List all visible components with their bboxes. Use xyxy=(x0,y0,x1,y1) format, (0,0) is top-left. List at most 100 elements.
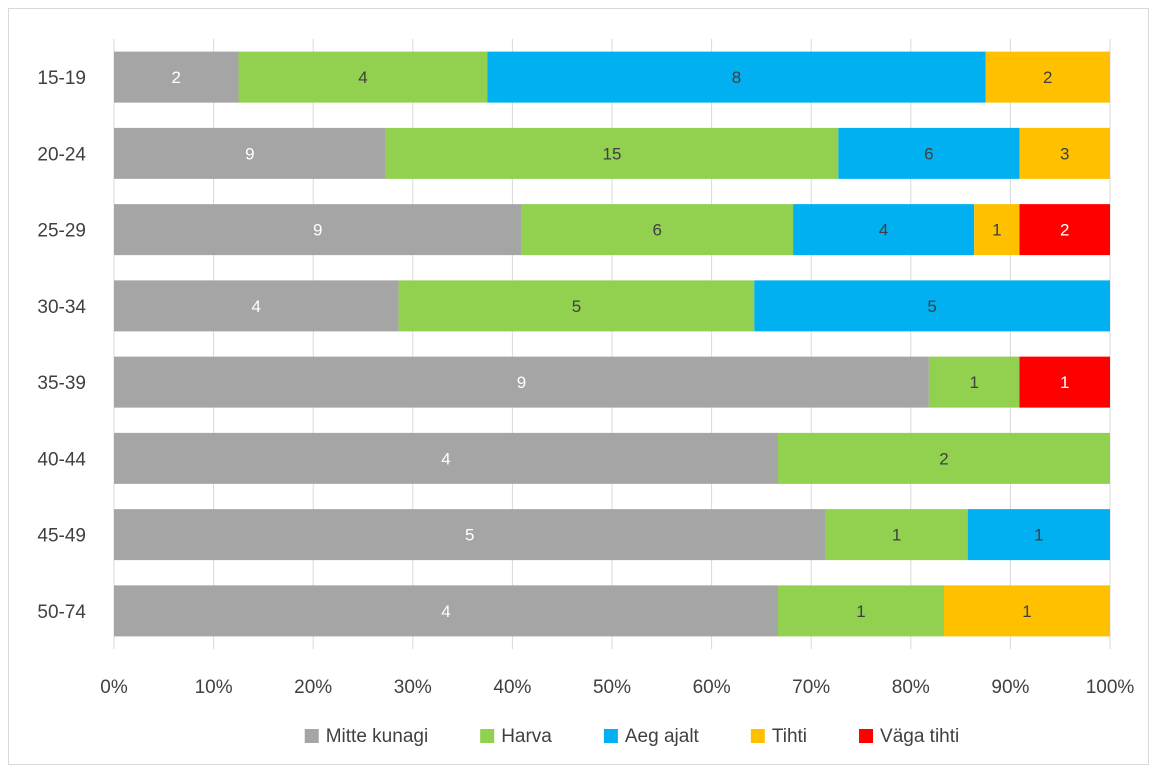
bar-segment xyxy=(1019,356,1110,408)
bar-segment xyxy=(114,280,399,332)
bar-segment xyxy=(385,127,839,179)
data-label: 8 xyxy=(732,68,741,87)
data-label: 5 xyxy=(572,297,581,316)
data-label: 4 xyxy=(441,602,450,621)
bar-row: 9 15 6 3 xyxy=(114,127,1110,179)
bar-row: 5 1 1 xyxy=(114,509,1110,561)
bar-segment xyxy=(944,585,1110,637)
legend-swatch xyxy=(750,729,765,743)
data-label: 2 xyxy=(1043,68,1052,87)
bar-segment xyxy=(114,432,778,484)
category-label: 25-29 xyxy=(37,221,86,242)
bar-segment xyxy=(967,509,1110,561)
data-label: 9 xyxy=(313,221,322,240)
bars: 2 4 8 29 15 6 39 6 4 1 24 5 59 1 14 25 1 14 1 1 xyxy=(114,51,1110,637)
x-tick-label: 20% xyxy=(294,677,332,698)
data-label: 1 xyxy=(1060,373,1069,392)
data-label: 1 xyxy=(1034,526,1043,545)
category-label: 20-24 xyxy=(37,144,86,165)
category-label: 35-39 xyxy=(37,373,86,394)
data-label: 4 xyxy=(441,449,450,468)
bar-segment xyxy=(1019,204,1110,256)
legend-label: Tihti xyxy=(772,726,807,747)
category-label: 40-44 xyxy=(37,449,86,470)
legend-item: Väga tihti xyxy=(859,726,959,747)
bar-segment xyxy=(985,51,1110,103)
bar-segment xyxy=(1019,127,1110,179)
data-label: 1 xyxy=(892,526,901,545)
legend-item: Mitte kunagi xyxy=(304,726,428,747)
data-label: 3 xyxy=(1060,144,1069,163)
bar-segment xyxy=(974,204,1020,256)
data-label: 6 xyxy=(653,221,662,240)
bar-segment xyxy=(114,585,778,637)
x-tick-label: 30% xyxy=(394,677,432,698)
legend: Mitte kunagi Harva Aeg ajalt Tihti Väga tiht… xyxy=(304,726,959,747)
bar-row: 2 4 8 2 xyxy=(114,51,1110,103)
x-tick-label: 100% xyxy=(1086,677,1135,698)
legend-swatch xyxy=(304,729,319,743)
data-label: 4 xyxy=(252,297,261,316)
legend-label: Aeg ajalt xyxy=(625,726,700,747)
x-tick-label: 80% xyxy=(892,677,930,698)
data-label: 15 xyxy=(603,144,622,163)
bar-segment xyxy=(114,127,386,179)
bar-row: 4 1 1 xyxy=(114,585,1110,637)
bar-segment xyxy=(398,280,755,332)
bar-row: 9 6 4 1 2 xyxy=(114,204,1110,256)
data-label: 6 xyxy=(924,144,933,163)
data-label: 1 xyxy=(1022,602,1031,621)
bar-segment xyxy=(778,432,1110,484)
data-label: 2 xyxy=(172,68,181,87)
bar-row: 4 5 5 xyxy=(114,280,1110,332)
data-label: 1 xyxy=(856,602,865,621)
legend-swatch xyxy=(859,729,874,743)
x-tick-label: 0% xyxy=(100,677,128,698)
data-label: 9 xyxy=(517,373,526,392)
x-tick-labels: 0% 10% 20% 30% 40% 50% 60% 70% 80% 90% 100% xyxy=(100,677,1134,698)
data-label: 1 xyxy=(992,221,1001,240)
bar-segment xyxy=(114,356,929,408)
legend-label: Harva xyxy=(501,726,552,747)
data-label: 1 xyxy=(969,373,978,392)
legend-label: Väga tihti xyxy=(880,726,959,747)
data-label: 5 xyxy=(465,526,474,545)
bar-segment xyxy=(838,127,1020,179)
category-labels: 15-19 20-24 25-29 30-34 35-39 40-44 45-49 50-74 xyxy=(37,68,86,623)
x-tick-label: 50% xyxy=(593,677,631,698)
legend-label: Mitte kunagi xyxy=(326,726,428,747)
bar-segment xyxy=(928,356,1020,408)
bar-segment xyxy=(114,204,522,256)
legend-item: Tihti xyxy=(750,726,807,747)
bar-segment xyxy=(487,51,986,103)
legend-item: Aeg ajalt xyxy=(603,726,700,747)
legend-item: Harva xyxy=(480,726,552,747)
data-label: 4 xyxy=(879,221,888,240)
category-label: 50-74 xyxy=(37,602,86,623)
x-tick-label: 10% xyxy=(195,677,233,698)
x-tick-label: 40% xyxy=(493,677,531,698)
bar-segment xyxy=(114,51,239,103)
bar-segment xyxy=(825,509,968,561)
data-label: 2 xyxy=(1060,221,1069,240)
bar-row: 9 1 1 xyxy=(114,356,1110,408)
data-label: 2 xyxy=(939,449,948,468)
legend-swatch xyxy=(480,729,495,743)
category-label: 15-19 xyxy=(37,68,86,89)
x-tick-label: 90% xyxy=(991,677,1029,698)
x-tick-label: 70% xyxy=(792,677,830,698)
bar-segment xyxy=(114,509,826,561)
data-label: 4 xyxy=(358,68,367,87)
data-label: 9 xyxy=(245,144,254,163)
category-label: 45-49 xyxy=(37,526,86,547)
bar-segment xyxy=(521,204,794,256)
bar-segment xyxy=(754,280,1110,332)
bar-segment xyxy=(793,204,975,256)
data-label: 5 xyxy=(927,297,936,316)
x-tick-label: 60% xyxy=(693,677,731,698)
bar-segment xyxy=(238,51,488,103)
legend-swatch xyxy=(603,729,618,743)
bar-segment xyxy=(778,585,944,637)
